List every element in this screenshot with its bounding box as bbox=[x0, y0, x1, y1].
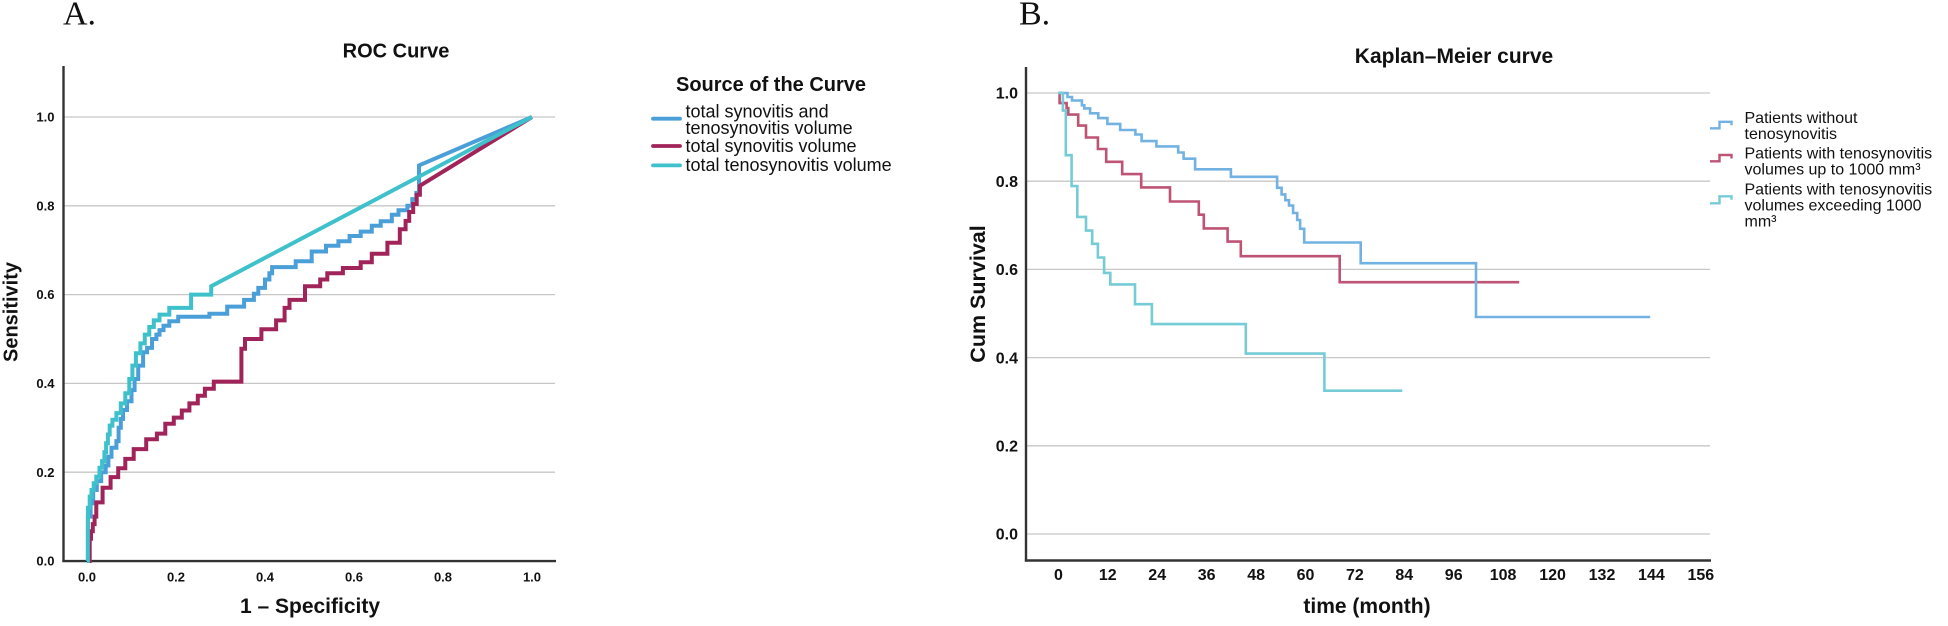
svg-text:0.4: 0.4 bbox=[36, 376, 55, 391]
svg-text:36: 36 bbox=[1198, 567, 1216, 584]
svg-text:0.8: 0.8 bbox=[434, 570, 452, 585]
svg-text:B.: B. bbox=[1019, 0, 1050, 33]
svg-text:A.: A. bbox=[63, 0, 96, 33]
svg-text:ROC Curve: ROC Curve bbox=[343, 41, 450, 63]
svg-text:total synovitis volume: total synovitis volume bbox=[686, 136, 857, 156]
svg-text:time (month): time (month) bbox=[1303, 595, 1430, 618]
svg-text:60: 60 bbox=[1297, 567, 1315, 584]
svg-text:Patients with tenosynovitis: Patients with tenosynovitis bbox=[1745, 146, 1933, 163]
svg-text:132: 132 bbox=[1589, 567, 1616, 584]
svg-text:1.0: 1.0 bbox=[523, 570, 541, 585]
svg-text:0: 0 bbox=[1054, 567, 1063, 584]
svg-text:0.4: 0.4 bbox=[996, 350, 1018, 367]
svg-text:Patients without: Patients without bbox=[1745, 110, 1859, 127]
svg-text:Patients with tenosynovitis: Patients with tenosynovitis bbox=[1745, 182, 1933, 199]
svg-text:total tenosynovitis volume: total tenosynovitis volume bbox=[686, 155, 892, 175]
svg-text:84: 84 bbox=[1395, 567, 1413, 584]
svg-text:0.8: 0.8 bbox=[996, 174, 1018, 191]
svg-text:0.2: 0.2 bbox=[36, 465, 54, 480]
svg-text:108: 108 bbox=[1490, 567, 1517, 584]
svg-text:tenosynovitis volume: tenosynovitis volume bbox=[686, 118, 853, 138]
svg-text:Sensitivity: Sensitivity bbox=[1, 261, 23, 362]
svg-text:96: 96 bbox=[1445, 567, 1463, 584]
svg-text:0.6: 0.6 bbox=[36, 287, 54, 302]
svg-text:0.8: 0.8 bbox=[36, 198, 54, 213]
svg-text:volumes up to 1000 mm³: volumes up to 1000 mm³ bbox=[1745, 162, 1922, 179]
svg-text:mm³: mm³ bbox=[1745, 214, 1778, 231]
svg-text:0.0: 0.0 bbox=[78, 570, 96, 585]
svg-text:Cum Survival: Cum Survival bbox=[966, 225, 990, 362]
svg-text:12: 12 bbox=[1099, 567, 1117, 584]
svg-text:1.0: 1.0 bbox=[36, 110, 54, 125]
svg-text:0.2: 0.2 bbox=[167, 570, 185, 585]
svg-text:144: 144 bbox=[1638, 567, 1665, 584]
svg-text:0.6: 0.6 bbox=[996, 262, 1018, 279]
svg-text:72: 72 bbox=[1346, 567, 1364, 584]
svg-text:0.0: 0.0 bbox=[996, 527, 1018, 544]
svg-text:0.0: 0.0 bbox=[36, 554, 54, 569]
svg-text:48: 48 bbox=[1247, 567, 1265, 584]
svg-text:0.6: 0.6 bbox=[345, 570, 363, 585]
svg-text:1 – Specificity: 1 – Specificity bbox=[240, 595, 380, 618]
svg-text:total synovitis and: total synovitis and bbox=[686, 102, 829, 122]
svg-text:tenosynovitis: tenosynovitis bbox=[1745, 126, 1838, 143]
svg-text:Source of the Curve: Source of the Curve bbox=[676, 74, 866, 96]
svg-text:0.4: 0.4 bbox=[256, 570, 275, 585]
svg-text:120: 120 bbox=[1539, 567, 1566, 584]
svg-text:0.2: 0.2 bbox=[996, 439, 1018, 456]
svg-text:volumes exceeding 1000: volumes exceeding 1000 bbox=[1745, 198, 1922, 215]
svg-text:24: 24 bbox=[1148, 567, 1166, 584]
svg-text:156: 156 bbox=[1687, 567, 1714, 584]
svg-text:1.0: 1.0 bbox=[996, 86, 1018, 103]
svg-text:Kaplan–Meier curve: Kaplan–Meier curve bbox=[1355, 45, 1553, 68]
